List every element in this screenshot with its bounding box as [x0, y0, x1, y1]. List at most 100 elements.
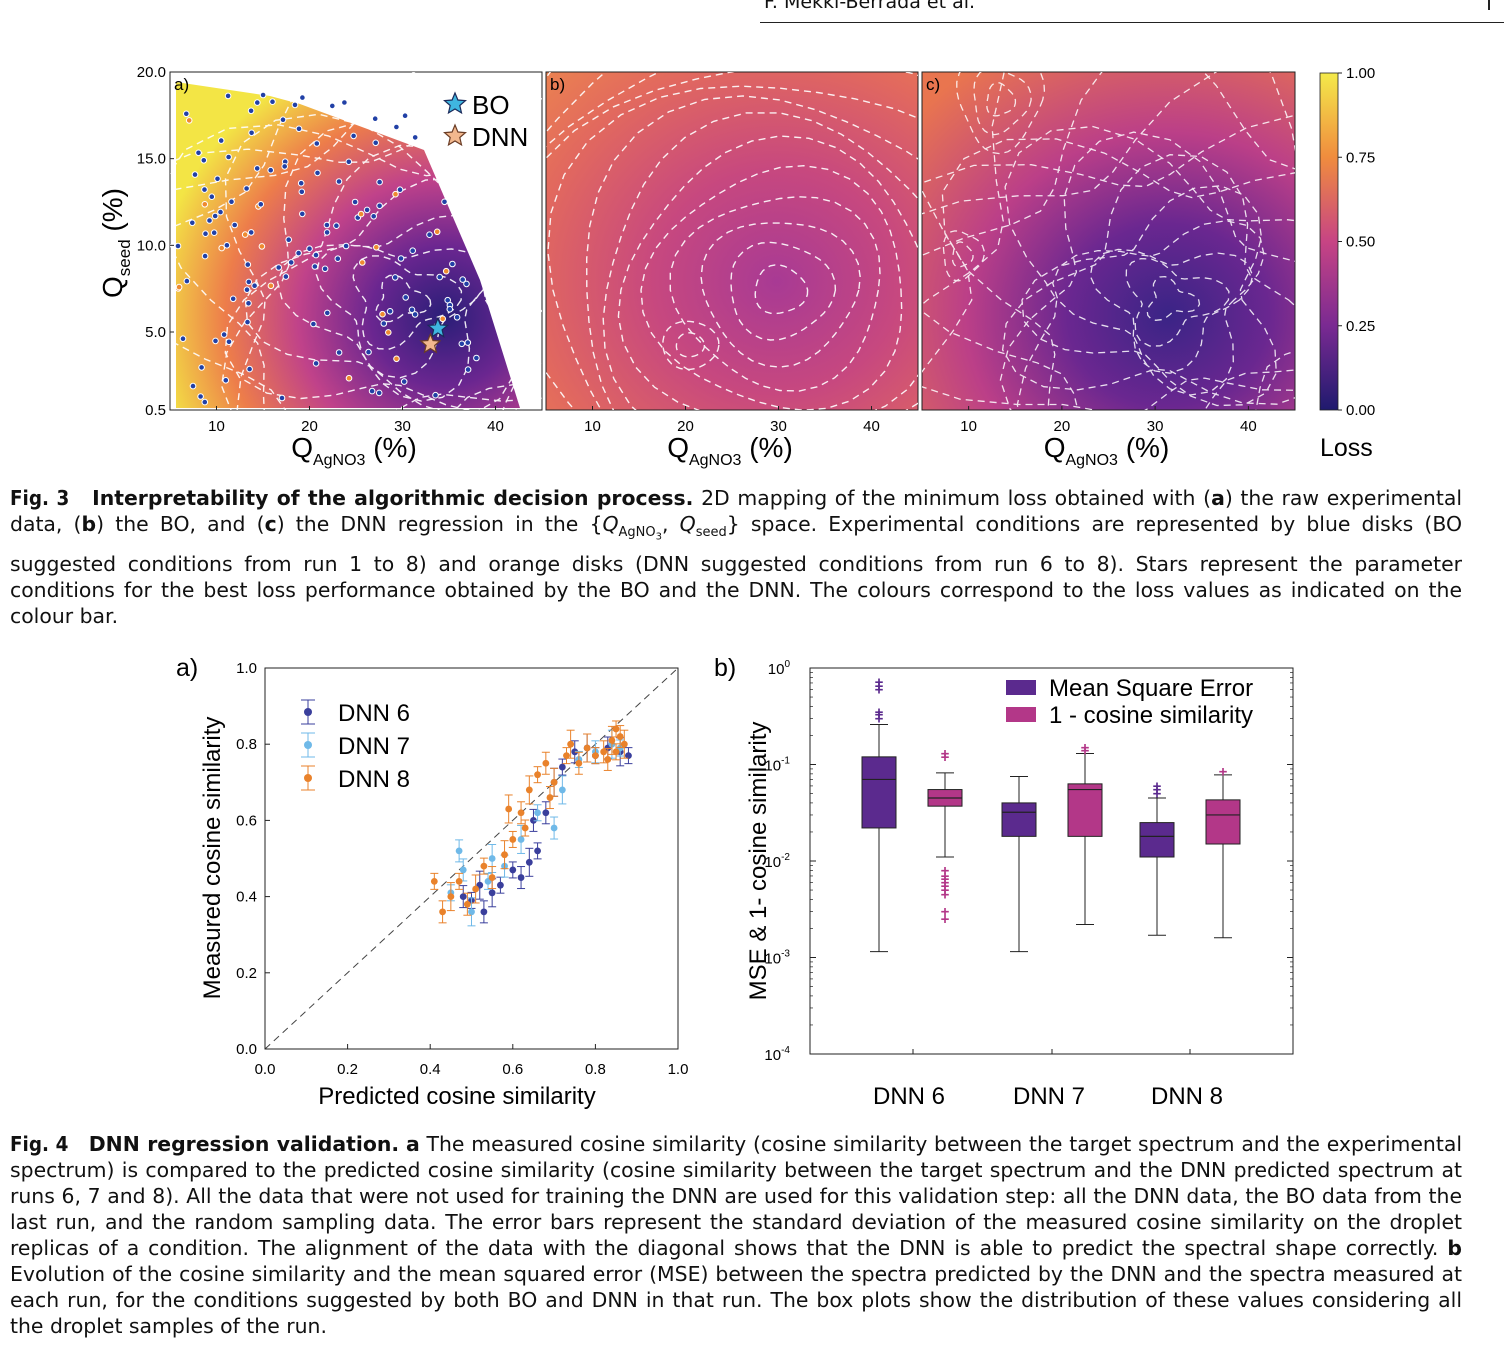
- data-point: [567, 740, 575, 748]
- bo-experiment-point: [257, 201, 265, 208]
- data-point: [604, 756, 612, 763]
- bo-experiment-point: [329, 102, 336, 110]
- bo-experiment-point: [375, 389, 383, 397]
- bo-experiment-point: [220, 331, 228, 338]
- bo-experiment-point: [400, 378, 408, 385]
- outlier-marker: +: [941, 871, 950, 888]
- data-point: [592, 752, 599, 760]
- contour-line: [585, 95, 918, 410]
- bo-experiment-point: [174, 242, 182, 250]
- fig3-caption-part: } space. Experimental conditions are rep…: [10, 512, 1462, 628]
- dnn-experiment-point: [241, 231, 249, 238]
- bo-experiment-point: [231, 221, 238, 229]
- fig3-caption-part: ) the raw experimental data, (: [10, 486, 1462, 536]
- bo-experiment-point: [312, 251, 320, 259]
- bo-experiment-point: [341, 99, 348, 106]
- bo-experiment-point: [243, 286, 251, 294]
- data-point: [600, 748, 608, 756]
- data-point: [459, 866, 467, 874]
- panel-b-label: b): [550, 75, 565, 94]
- panel-a-label: a): [174, 75, 189, 94]
- fig3-caption-part: Q: [679, 512, 696, 536]
- bo-experiment-point: [253, 165, 261, 172]
- bo-experiment-point: [411, 311, 419, 318]
- bo-experiment-point: [446, 305, 454, 313]
- bo-experiment-point: [183, 110, 190, 118]
- outlier-marker: +: [941, 903, 950, 920]
- data-point: [608, 736, 616, 744]
- contour-line: [922, 72, 1295, 373]
- y-tick-label: 1.0: [236, 660, 257, 677]
- box-iqr: [1001, 802, 1037, 837]
- bo-experiment-point: [324, 309, 331, 317]
- dnn-experiment-point: [185, 117, 193, 124]
- fig3-caption-part: ) the BO, and (: [96, 512, 265, 536]
- y-tick-label: 0.2: [236, 965, 257, 982]
- bo-experiment-point: [282, 273, 290, 280]
- bo-experiment-point: [275, 264, 283, 271]
- bo-experiment-point: [244, 261, 252, 268]
- y-tick-label: 100: [768, 659, 791, 678]
- box-iqr: [1139, 822, 1175, 858]
- data-point: [488, 874, 496, 881]
- data-point: [459, 893, 467, 900]
- fig3-y-axis-label: Qseed (%): [97, 188, 134, 298]
- bo-experiment-point: [253, 99, 261, 106]
- bo-experiment-point: [246, 365, 253, 373]
- bo-experiment-point: [408, 306, 416, 314]
- bo-experiment-point: [365, 348, 372, 356]
- outlier-marker: +: [941, 882, 950, 899]
- contour-line: [375, 274, 432, 323]
- fig3-caption-part: ) the DNN regression in the {: [276, 512, 603, 536]
- y-tick-label: 10.0: [137, 237, 166, 254]
- fig3-figure: a) BO DNN b) c) 10 20 30 40 10 20 30 40 10 20 30 40…: [97, 64, 1375, 469]
- bo-experiment-point: [212, 337, 219, 345]
- x-tick-label: 40: [487, 418, 504, 435]
- bo-experiment-point: [281, 163, 289, 170]
- bo-experiment-point: [396, 186, 404, 193]
- bo-experiment-point: [183, 277, 191, 285]
- contour-line: [276, 214, 501, 402]
- y-tick-label: 10-4: [764, 1045, 790, 1064]
- bo-experiment-point: [195, 149, 202, 157]
- bo-experiment-point: [334, 255, 342, 263]
- bo-experiment-point: [473, 354, 480, 362]
- colorbar-tick-label: 0.50: [1346, 234, 1375, 251]
- x-category-label: DNN 7: [1013, 1083, 1085, 1110]
- data-point: [497, 881, 504, 889]
- bo-experiment-point: [201, 186, 208, 193]
- bo-experiment-point: [299, 210, 306, 218]
- data-point: [612, 748, 620, 756]
- bo-experiment-point: [368, 387, 376, 395]
- bo-experiment-point: [310, 320, 317, 328]
- contour-line: [986, 81, 1017, 117]
- bo-experiment-point: [311, 263, 319, 270]
- outlier-marker: +: [875, 706, 884, 723]
- y-tick-label: 10-2: [764, 852, 790, 871]
- bo-experiment-point: [380, 320, 388, 327]
- x-tick-label: 0.8: [585, 1061, 606, 1078]
- bo-experiment-point: [363, 206, 371, 214]
- fig4-caption-title: DNN regression validation.: [88, 1132, 400, 1156]
- fig3-panel-b: b): [545, 71, 919, 411]
- y-tick-label: 0.5: [145, 402, 166, 419]
- fig3-caption-part: 3: [655, 531, 662, 543]
- bo-experiment-point: [436, 273, 444, 281]
- outlier-marker: +: [941, 746, 950, 763]
- bo-experiment-point: [313, 140, 321, 147]
- legend-dnn-star-icon: [443, 123, 467, 147]
- x-tick-label: 0.4: [420, 1061, 441, 1078]
- data-point: [550, 778, 558, 786]
- bo-experiment-point: [201, 398, 209, 406]
- contour-line: [1125, 257, 1230, 347]
- bo-experiment-point: [228, 198, 235, 205]
- fig4-caption-label: Fig. 4: [10, 1132, 69, 1156]
- x-tick-label: 30: [770, 418, 787, 435]
- bo-experiment-point: [411, 134, 419, 141]
- outlier-marker: +: [1081, 742, 1090, 759]
- bo-experiment-point: [244, 318, 251, 326]
- data-point: [501, 851, 508, 859]
- bo-experiment-point: [312, 360, 320, 367]
- y-tick-label: 20.0: [137, 64, 166, 81]
